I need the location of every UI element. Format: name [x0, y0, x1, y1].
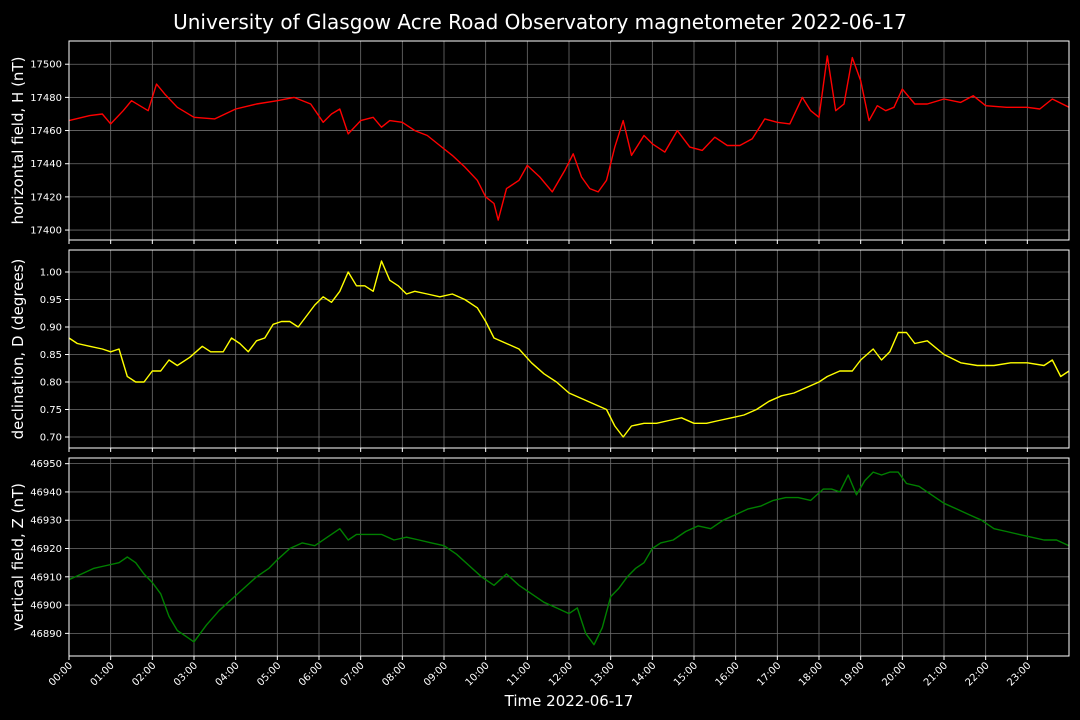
y-tick-label: 17420	[30, 192, 62, 203]
y-tick-label: 17500	[30, 60, 62, 71]
y-tick-label: 0.90	[40, 323, 62, 334]
axes-frame	[68, 457, 1070, 657]
y-tick-label: 46940	[30, 487, 62, 498]
y-tick-label: 17480	[30, 93, 62, 104]
y-tick-label: 0.85	[40, 350, 62, 361]
y-tick-label: 17400	[30, 226, 62, 237]
axes-frame	[68, 40, 1070, 241]
y-tick-label: 1.00	[40, 268, 62, 279]
y-tick-label: 46930	[30, 516, 62, 527]
panel-1: 17400 17420 17440 17460 17480 17500horizontal…	[9, 40, 1070, 244]
y-tick-label: 46950	[30, 459, 62, 470]
y-tick-label: 0.95	[40, 295, 62, 306]
y-tick-label: 17460	[30, 126, 62, 137]
chart-title: University of Glasgow Acre Road Observat…	[173, 10, 907, 34]
y-tick-label: 0.80	[40, 378, 62, 389]
y-axis-label: declination, D (degrees)	[9, 259, 27, 440]
y-tick-label: 0.70	[40, 433, 62, 444]
y-tick-label: 0.75	[40, 405, 62, 416]
x-axis-label: Time 2022-06-17	[504, 692, 634, 710]
panel-2: 0.70 0.75 0.80 0.85 0.90 0.95 1.00 declination,…	[9, 249, 1070, 452]
y-axis-label: horizontal field, H (nT)	[9, 57, 27, 225]
series-line	[68, 55, 1070, 221]
y-axis-label: vertical field, Z (nT)	[9, 483, 27, 631]
y-tick-label: 17440	[30, 159, 62, 170]
series-line	[68, 260, 1070, 438]
axes-frame	[68, 249, 1070, 449]
y-tick-label: 46890	[30, 629, 62, 640]
y-tick-label: 46910	[30, 572, 62, 583]
series-line	[68, 471, 1070, 646]
y-tick-label: 46900	[30, 601, 62, 612]
y-tick-label: 46920	[30, 544, 62, 555]
